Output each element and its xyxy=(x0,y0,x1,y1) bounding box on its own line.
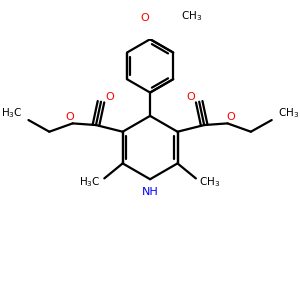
Text: O: O xyxy=(187,92,195,102)
Text: O: O xyxy=(105,92,114,102)
Text: CH$_3$: CH$_3$ xyxy=(200,176,220,190)
Text: O: O xyxy=(226,112,235,122)
Text: CH$_3$: CH$_3$ xyxy=(181,9,202,23)
Text: O: O xyxy=(65,112,74,122)
Text: H$_3$C: H$_3$C xyxy=(1,106,22,120)
Text: O: O xyxy=(141,13,149,22)
Text: NH: NH xyxy=(142,187,158,197)
Text: H$_3$C: H$_3$C xyxy=(80,176,101,190)
Text: CH$_3$: CH$_3$ xyxy=(278,106,299,120)
